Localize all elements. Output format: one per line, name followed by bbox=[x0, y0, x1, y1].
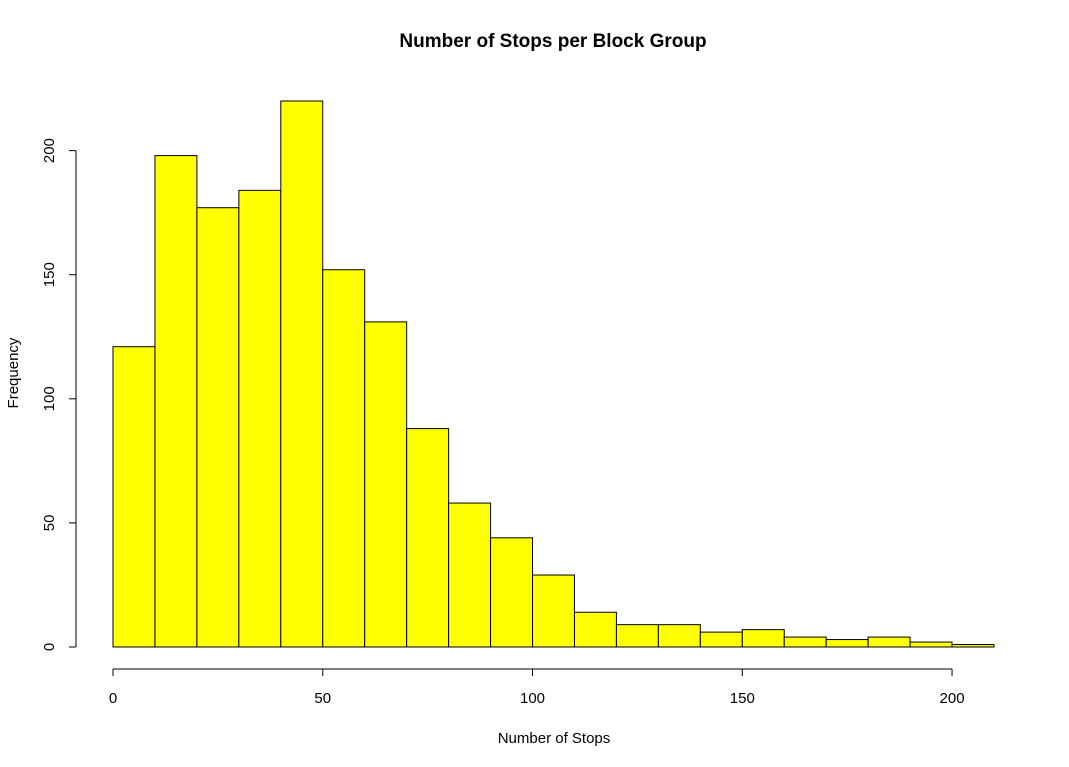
x-axis: 0 50 100 150 200 bbox=[109, 668, 965, 707]
histogram-bar bbox=[238, 189, 282, 648]
y-axis: 0 50 100 150 200 bbox=[41, 138, 77, 651]
histogram-bar bbox=[825, 639, 869, 648]
histogram-bar bbox=[112, 346, 156, 648]
histogram-bar bbox=[448, 502, 492, 648]
histogram-bar bbox=[196, 207, 240, 648]
histogram-bar bbox=[783, 636, 827, 648]
x-tick-label: 0 bbox=[109, 690, 117, 707]
histogram-bar bbox=[490, 537, 534, 648]
histogram-bars bbox=[112, 100, 995, 648]
y-tick-label: 150 bbox=[41, 262, 58, 287]
x-axis-label: Number of Stops bbox=[498, 730, 611, 747]
y-tick-label: 50 bbox=[41, 515, 58, 532]
histogram-bar bbox=[280, 100, 324, 648]
histogram-bar bbox=[657, 624, 701, 648]
histogram-bar bbox=[741, 629, 785, 648]
histogram-bar bbox=[951, 644, 995, 648]
y-tick-label: 200 bbox=[41, 138, 58, 163]
histogram-bar bbox=[364, 321, 408, 648]
x-tick-label: 150 bbox=[730, 690, 755, 707]
x-tick-label: 100 bbox=[520, 690, 545, 707]
x-tick-label: 50 bbox=[314, 690, 331, 707]
histogram-bar bbox=[867, 636, 911, 648]
histogram-bar bbox=[532, 574, 575, 648]
histogram-bar bbox=[406, 428, 450, 648]
histogram-bar bbox=[322, 269, 366, 648]
histogram-bar bbox=[573, 611, 617, 648]
y-axis-label: Frequency bbox=[5, 337, 22, 408]
histogram-bar bbox=[154, 155, 198, 648]
histogram-bar bbox=[699, 631, 743, 648]
y-tick-label: 0 bbox=[41, 643, 58, 651]
histogram-bar bbox=[909, 641, 953, 648]
histogram-bar bbox=[615, 624, 659, 648]
x-tick-label: 200 bbox=[940, 690, 965, 707]
chart-title: Number of Stops per Block Group bbox=[399, 31, 706, 52]
y-tick-label: 100 bbox=[41, 386, 58, 411]
